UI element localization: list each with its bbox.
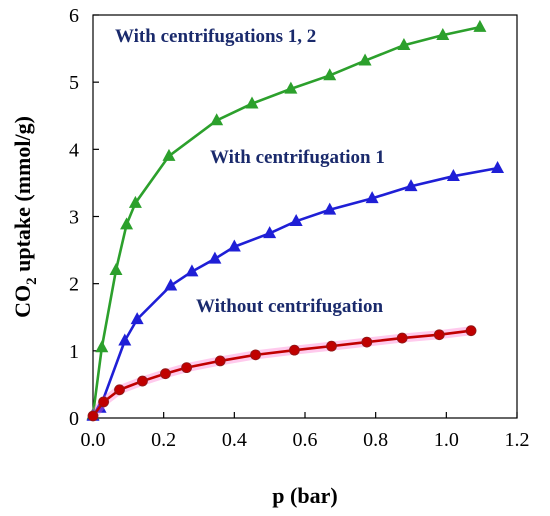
data-point [128, 195, 142, 208]
data-point [365, 191, 379, 204]
data-point [164, 278, 178, 291]
data-point [208, 251, 222, 264]
data-point [323, 68, 337, 81]
data-point [465, 325, 477, 337]
data-point [227, 239, 241, 252]
x-axis-ticks: 0.0 0.2 0.4 0.6 0.8 1.0 1.2 [81, 412, 530, 451]
y-axis-title-subscript: 2 [24, 277, 40, 285]
y-axis-title: CO2 uptake (mmol/g) [10, 116, 40, 318]
data-point [160, 368, 171, 380]
data-point [181, 362, 193, 374]
data-point [323, 202, 337, 215]
data-point [120, 217, 134, 230]
x-tick-label: 0.6 [293, 429, 318, 451]
y-tick-label: 2 [69, 274, 79, 296]
data-point [185, 264, 199, 277]
data-point [137, 375, 148, 387]
data-point [473, 19, 487, 32]
data-point [491, 160, 505, 173]
data-point [358, 53, 372, 66]
y-tick-label: 4 [69, 139, 79, 161]
data-point [326, 340, 337, 352]
x-tick-label: 0.8 [363, 429, 388, 451]
data-point [433, 329, 445, 341]
x-axis-title: p (bar) [272, 483, 337, 508]
data-point [361, 336, 373, 348]
x-tick-label: 1.2 [505, 429, 530, 451]
y-tick-label: 0 [69, 408, 79, 430]
data-point [130, 312, 144, 325]
data-point [95, 340, 109, 353]
plot-frame [92, 14, 518, 419]
x-tick-label: 0.4 [222, 429, 247, 451]
data-point [214, 355, 226, 367]
y-tick-label: 3 [69, 207, 79, 229]
data-point [288, 344, 300, 356]
data-point [162, 148, 176, 161]
series-halo [88, 326, 476, 421]
series-label-centrifugations-1-2: With centrifugations 1, 2 [115, 26, 316, 47]
y-axis-ticks: 0 1 2 3 4 5 6 [69, 5, 99, 430]
data-point [289, 214, 303, 227]
data-point [396, 332, 408, 344]
series-label-without-centrifugation: Without centrifugation [196, 296, 383, 317]
series-label-centrifugation-1: With centrifugation 1 [210, 147, 385, 168]
data-point [250, 349, 261, 361]
y-tick-label: 1 [69, 341, 79, 363]
data-point [446, 169, 460, 181]
x-tick-label: 1.0 [434, 429, 459, 451]
series-line-0 [91, 25, 481, 415]
data-point [87, 410, 99, 422]
data-point [284, 81, 298, 94]
x-tick-label: 0.0 [81, 429, 106, 451]
data-point [245, 96, 259, 109]
data-point [98, 396, 109, 408]
data-point [397, 38, 411, 51]
series-line-2 [91, 329, 472, 417]
y-tick-label: 6 [69, 5, 79, 27]
data-point [210, 113, 224, 126]
x-tick-label: 0.2 [151, 429, 176, 451]
series-layer [86, 19, 505, 422]
data-point [263, 226, 277, 239]
y-tick-label: 5 [69, 72, 79, 94]
data-point [118, 333, 132, 346]
data-point [114, 384, 125, 396]
data-point [436, 27, 450, 40]
data-point [404, 179, 418, 192]
data-point [109, 263, 123, 276]
